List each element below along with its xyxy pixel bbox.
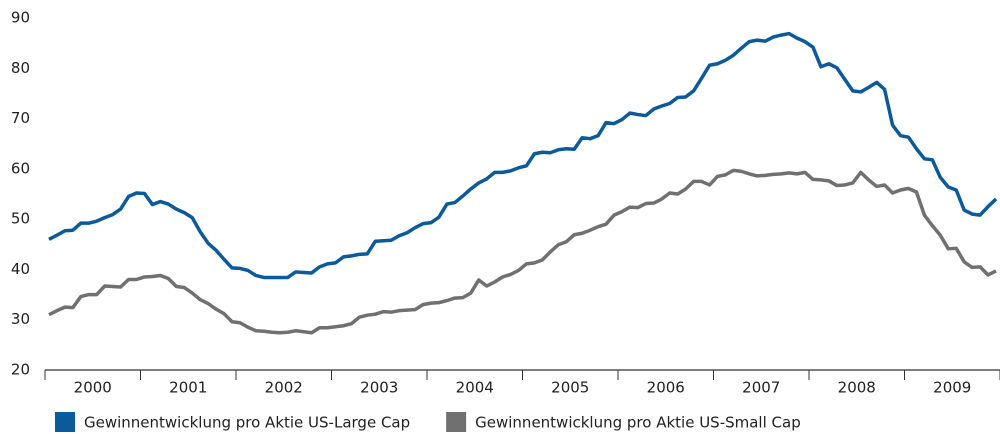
x-tick-label: 2004 (456, 379, 494, 397)
line-series (48, 168, 997, 335)
x-tick-label: 2009 (933, 379, 971, 397)
x-tick-label: 2008 (838, 379, 876, 397)
x-tick-label: 2007 (742, 379, 780, 397)
y-tick-label: 50 (11, 210, 30, 228)
y-tick-label: 70 (11, 109, 30, 127)
x-tick-label: 2002 (265, 379, 303, 397)
x-tick-label: 2000 (74, 379, 112, 397)
x-tick-label: 2006 (647, 379, 685, 397)
x-tick-label: 2003 (360, 379, 398, 397)
y-tick-label: 90 (11, 9, 30, 27)
x-tick-label: 2005 (551, 379, 589, 397)
y-tick-label: 40 (11, 260, 30, 278)
legend-label: Gewinnentwicklung pro Aktie US-Small Cap (475, 414, 801, 432)
y-tick-label: 30 (11, 310, 30, 328)
line-series (48, 31, 998, 280)
legend-label: Gewinnentwicklung pro Aktie US-Large Cap (84, 414, 410, 432)
y-tick-label: 80 (11, 59, 30, 77)
x-tick-label: 2001 (169, 379, 207, 397)
legend-swatch (55, 412, 75, 432)
legend-swatch (446, 412, 467, 432)
y-tick-label: 20 (11, 361, 30, 379)
y-tick-label: 60 (11, 159, 30, 177)
